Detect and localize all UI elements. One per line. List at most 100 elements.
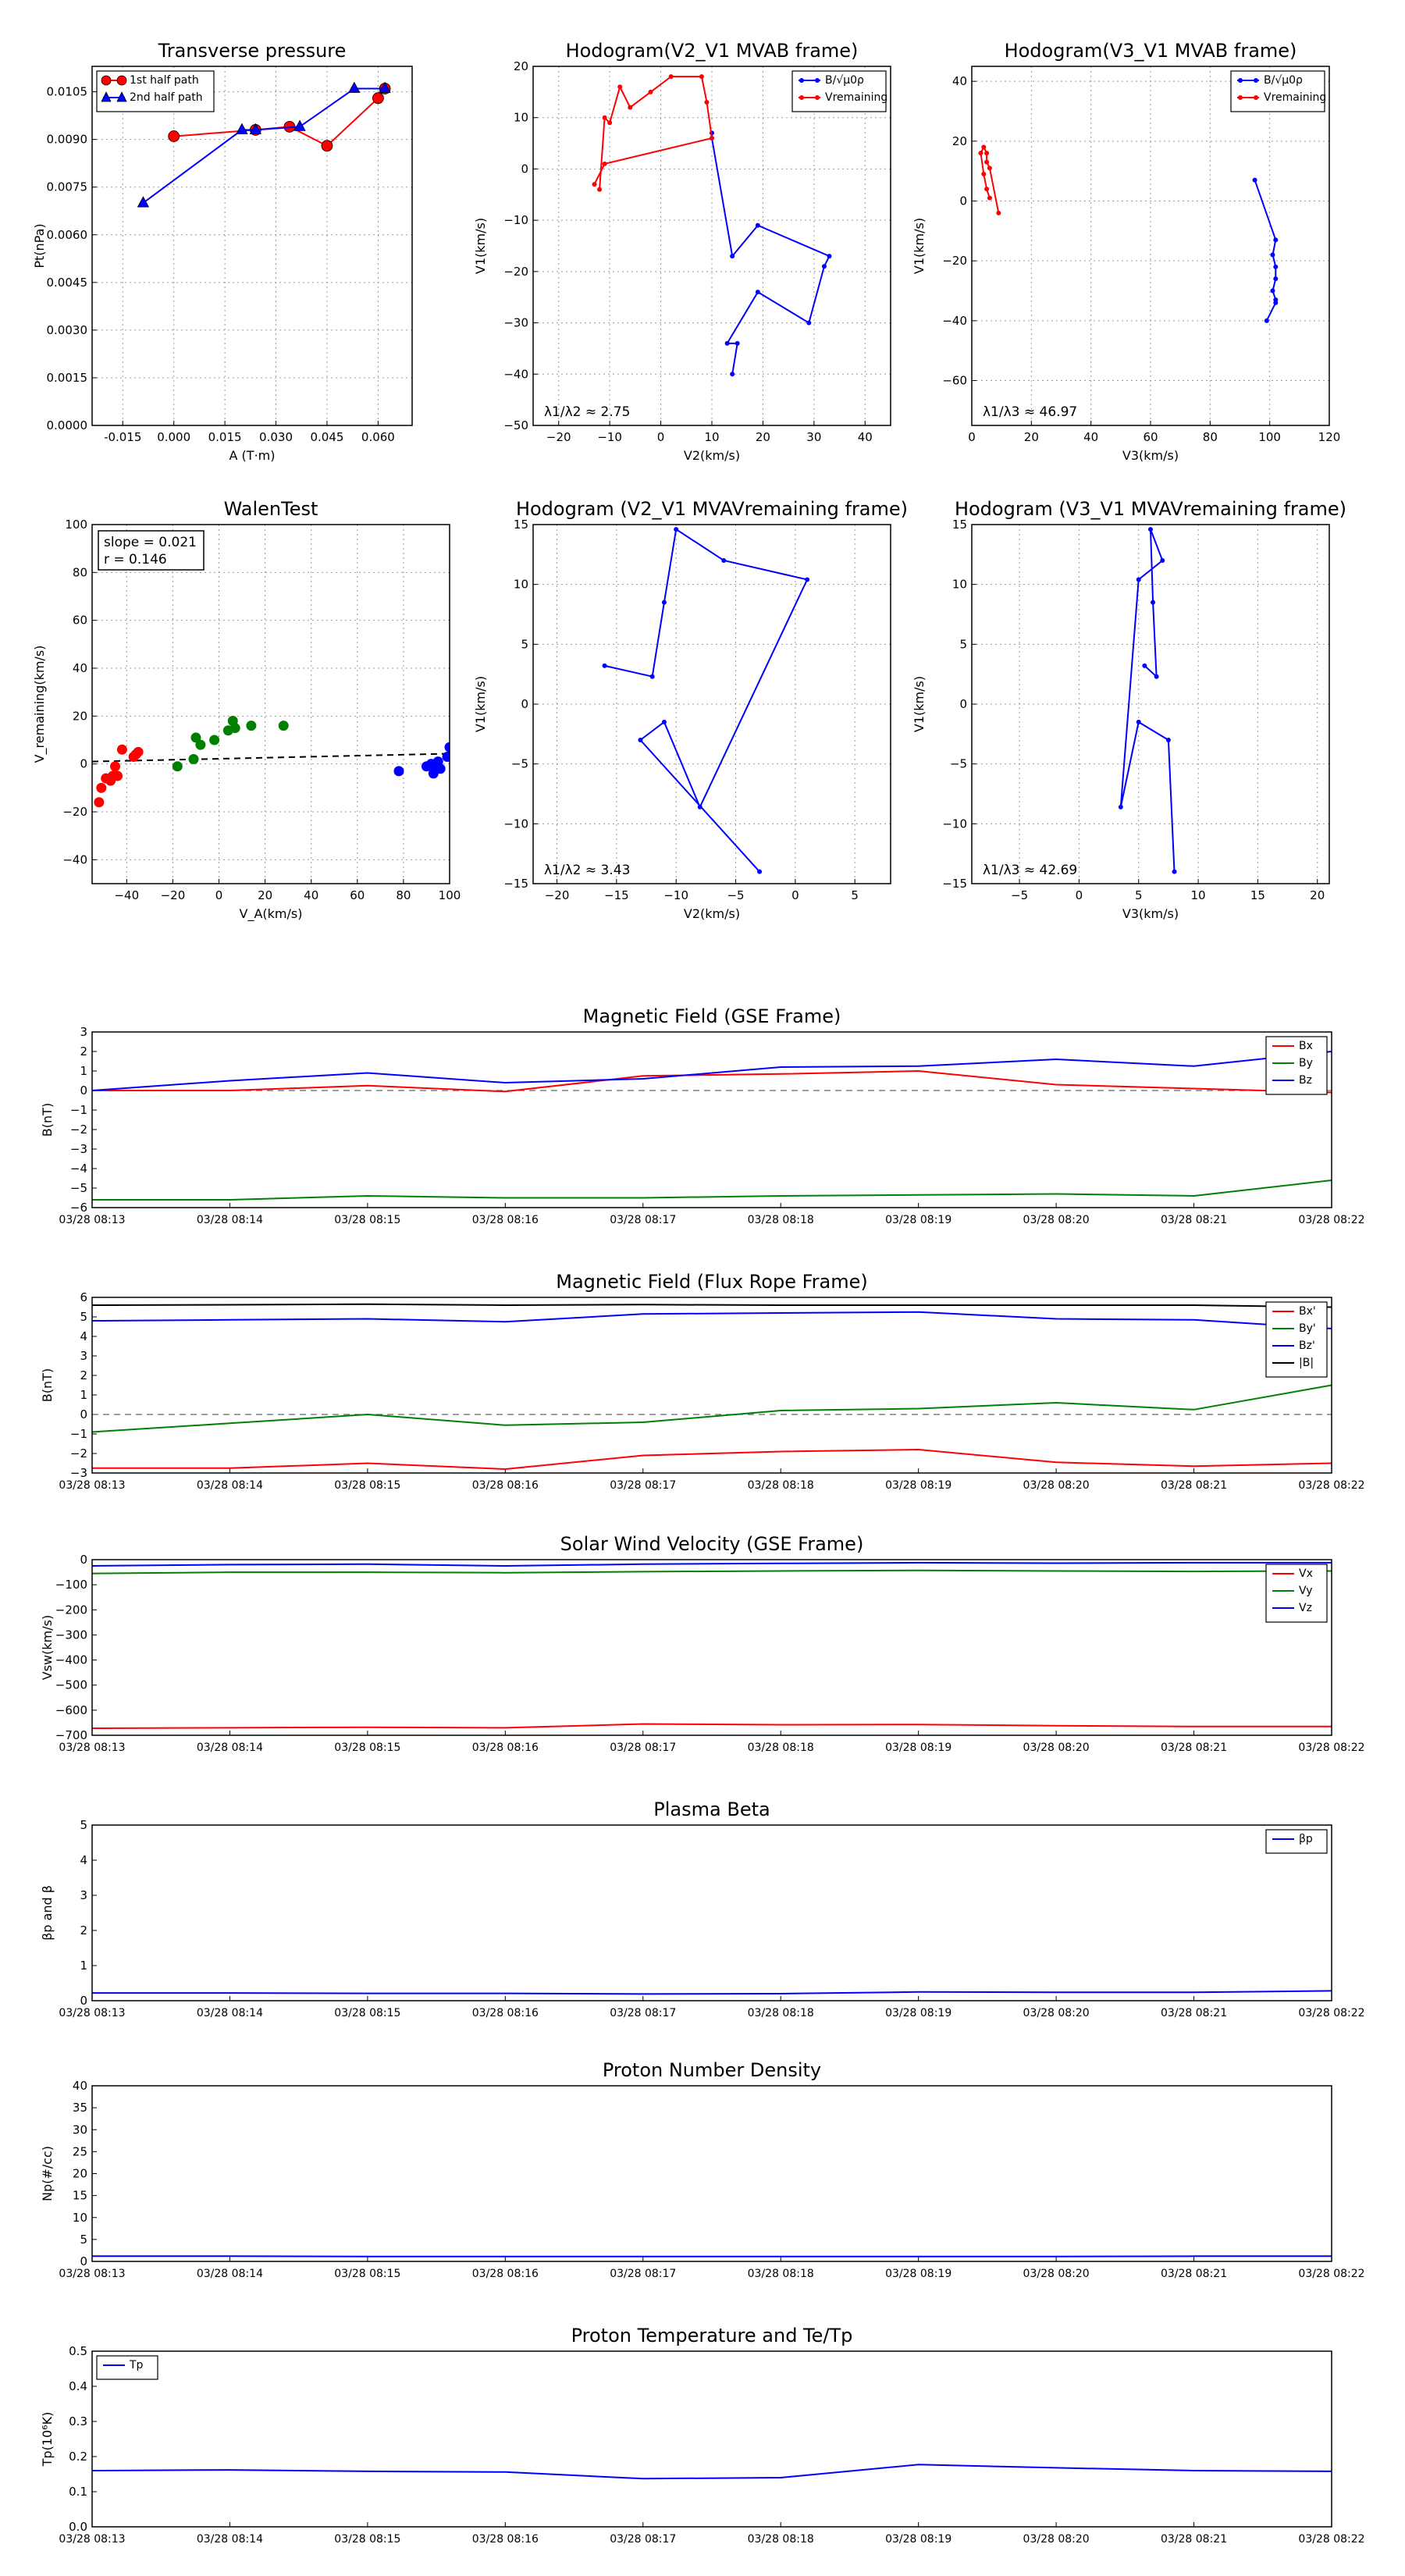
series-by <box>92 1179 1332 1201</box>
data-point <box>984 151 990 156</box>
data-point <box>755 222 760 228</box>
y-tick-label: 15 <box>514 518 528 532</box>
data-point <box>661 600 667 605</box>
data-point <box>649 674 655 679</box>
legend-marker <box>116 91 127 102</box>
data-point <box>805 577 810 582</box>
x-tick-label: 03/28 08:16 <box>472 2533 539 2546</box>
chart-title: Solar Wind Velocity (GSE Frame) <box>560 1533 864 1555</box>
legend: B/√μ0ρ Vremaining <box>791 70 887 112</box>
x-tick-label: 03/28 08:17 <box>610 2533 676 2546</box>
y-tick-label: 0 <box>80 1083 87 1098</box>
series-line <box>92 1723 1332 1729</box>
series-line <box>92 1561 1332 1567</box>
x-tick-label: 0.030 <box>259 430 293 444</box>
legend-label: 2nd half path <box>130 91 203 104</box>
y-tick-label: −5 <box>70 1181 87 1195</box>
data-point <box>661 720 667 724</box>
x-tick-label: −20 <box>161 888 186 902</box>
plot-frame <box>971 66 1330 426</box>
y-tick-label: −30 <box>503 316 528 330</box>
y-tick-label: 0.5 <box>69 2344 87 2358</box>
series-2nd-half-path <box>137 81 391 208</box>
grid <box>91 2350 1332 2528</box>
plot-frame <box>532 524 891 884</box>
x-tick-label: −20 <box>546 430 571 444</box>
y-tick-label: 3 <box>80 1349 87 1363</box>
series-line <box>92 1990 1332 1995</box>
x-tick-label: −10 <box>663 888 688 902</box>
data-point <box>996 210 1001 215</box>
annotation-text: λ1/λ2 ≈ 3.43 <box>544 863 630 878</box>
plot-area <box>137 81 391 208</box>
plot-area <box>1118 527 1177 874</box>
x-axis-label: A (T·m) <box>229 448 276 463</box>
data-point <box>195 739 206 750</box>
x-tick-label: 20 <box>1310 888 1325 902</box>
plot-frame <box>91 66 413 426</box>
data-point <box>435 763 446 774</box>
y-tick-label: −4 <box>70 1162 87 1176</box>
data-point <box>1270 252 1275 258</box>
y-tick-label: −5 <box>950 757 967 771</box>
series-line <box>980 145 1000 213</box>
x-tick-label: 20 <box>258 888 272 902</box>
x-tick-label: 03/28 08:20 <box>1023 1214 1090 1226</box>
y-tick-label: −20 <box>942 254 967 268</box>
x-tick-label: 03/28 08:18 <box>748 1742 814 1754</box>
y-tick-label: 1 <box>80 1388 87 1402</box>
x-tick-label: 03/28 08:16 <box>472 2007 539 2019</box>
legend-label: Bx <box>1299 1040 1313 1052</box>
series-0 <box>92 2255 1332 2258</box>
legend-label: Vy <box>1299 1585 1313 1597</box>
x-axis-label: V2(km/s) <box>684 906 740 921</box>
x-tick-label: 03/28 08:16 <box>472 1742 539 1754</box>
legend-label: Bz' <box>1299 1340 1315 1352</box>
data-point <box>987 195 992 201</box>
legend-marker <box>1254 78 1258 83</box>
y-tick-label: 4 <box>80 1329 87 1343</box>
data-point <box>984 187 990 192</box>
data-point <box>1273 300 1279 305</box>
y-axis-label: Np(#/cc) <box>40 2146 55 2201</box>
y-axis-label: V1(km/s) <box>473 676 488 732</box>
legend-label: βp <box>1299 1833 1313 1845</box>
y-tick-label: −10 <box>503 213 528 227</box>
legend: 1st half path 2nd half path <box>96 70 215 112</box>
x-tick-label: −5 <box>727 888 744 902</box>
y-tick-label: 6 <box>80 1290 87 1304</box>
data-point <box>617 84 623 90</box>
plot-frame <box>91 1824 1332 2001</box>
data-point <box>1160 558 1165 563</box>
data-point <box>699 74 704 80</box>
x-tick-label: 03/28 08:16 <box>472 1214 539 1226</box>
legend-marker <box>1254 95 1258 100</box>
data-point <box>137 196 150 208</box>
data-point <box>229 723 240 734</box>
regression-line <box>91 753 450 763</box>
data-point <box>442 751 450 762</box>
plot-frame <box>91 1297 1332 1474</box>
series-vz <box>92 1561 1332 1567</box>
chart-title: Hodogram (V3_V1 MVAVremaining frame) <box>955 498 1346 520</box>
data-point <box>112 770 123 781</box>
y-tick-label: 0 <box>80 1407 87 1421</box>
y-tick-label: 20 <box>73 709 87 723</box>
y-tick-label: −20 <box>62 805 87 819</box>
series-line <box>92 1179 1332 1201</box>
y-axis-label: B(nT) <box>40 1368 55 1402</box>
x-axis-label: V2(km/s) <box>684 448 740 463</box>
series-line <box>92 1448 1332 1471</box>
grid <box>91 1031 1332 1208</box>
data-point <box>110 761 121 772</box>
y-tick-label: 5 <box>80 2233 87 2247</box>
series-tp <box>92 2464 1332 2480</box>
plot-area <box>92 2464 1332 2480</box>
y-tick-label: 1 <box>80 1959 87 1973</box>
plot-area <box>592 74 832 377</box>
chart-title: Transverse pressure <box>158 40 347 62</box>
legend-label: Vremaining <box>825 91 887 104</box>
x-tick-label: 03/28 08:15 <box>334 1479 400 1492</box>
y-tick-label: −700 <box>55 1728 87 1742</box>
